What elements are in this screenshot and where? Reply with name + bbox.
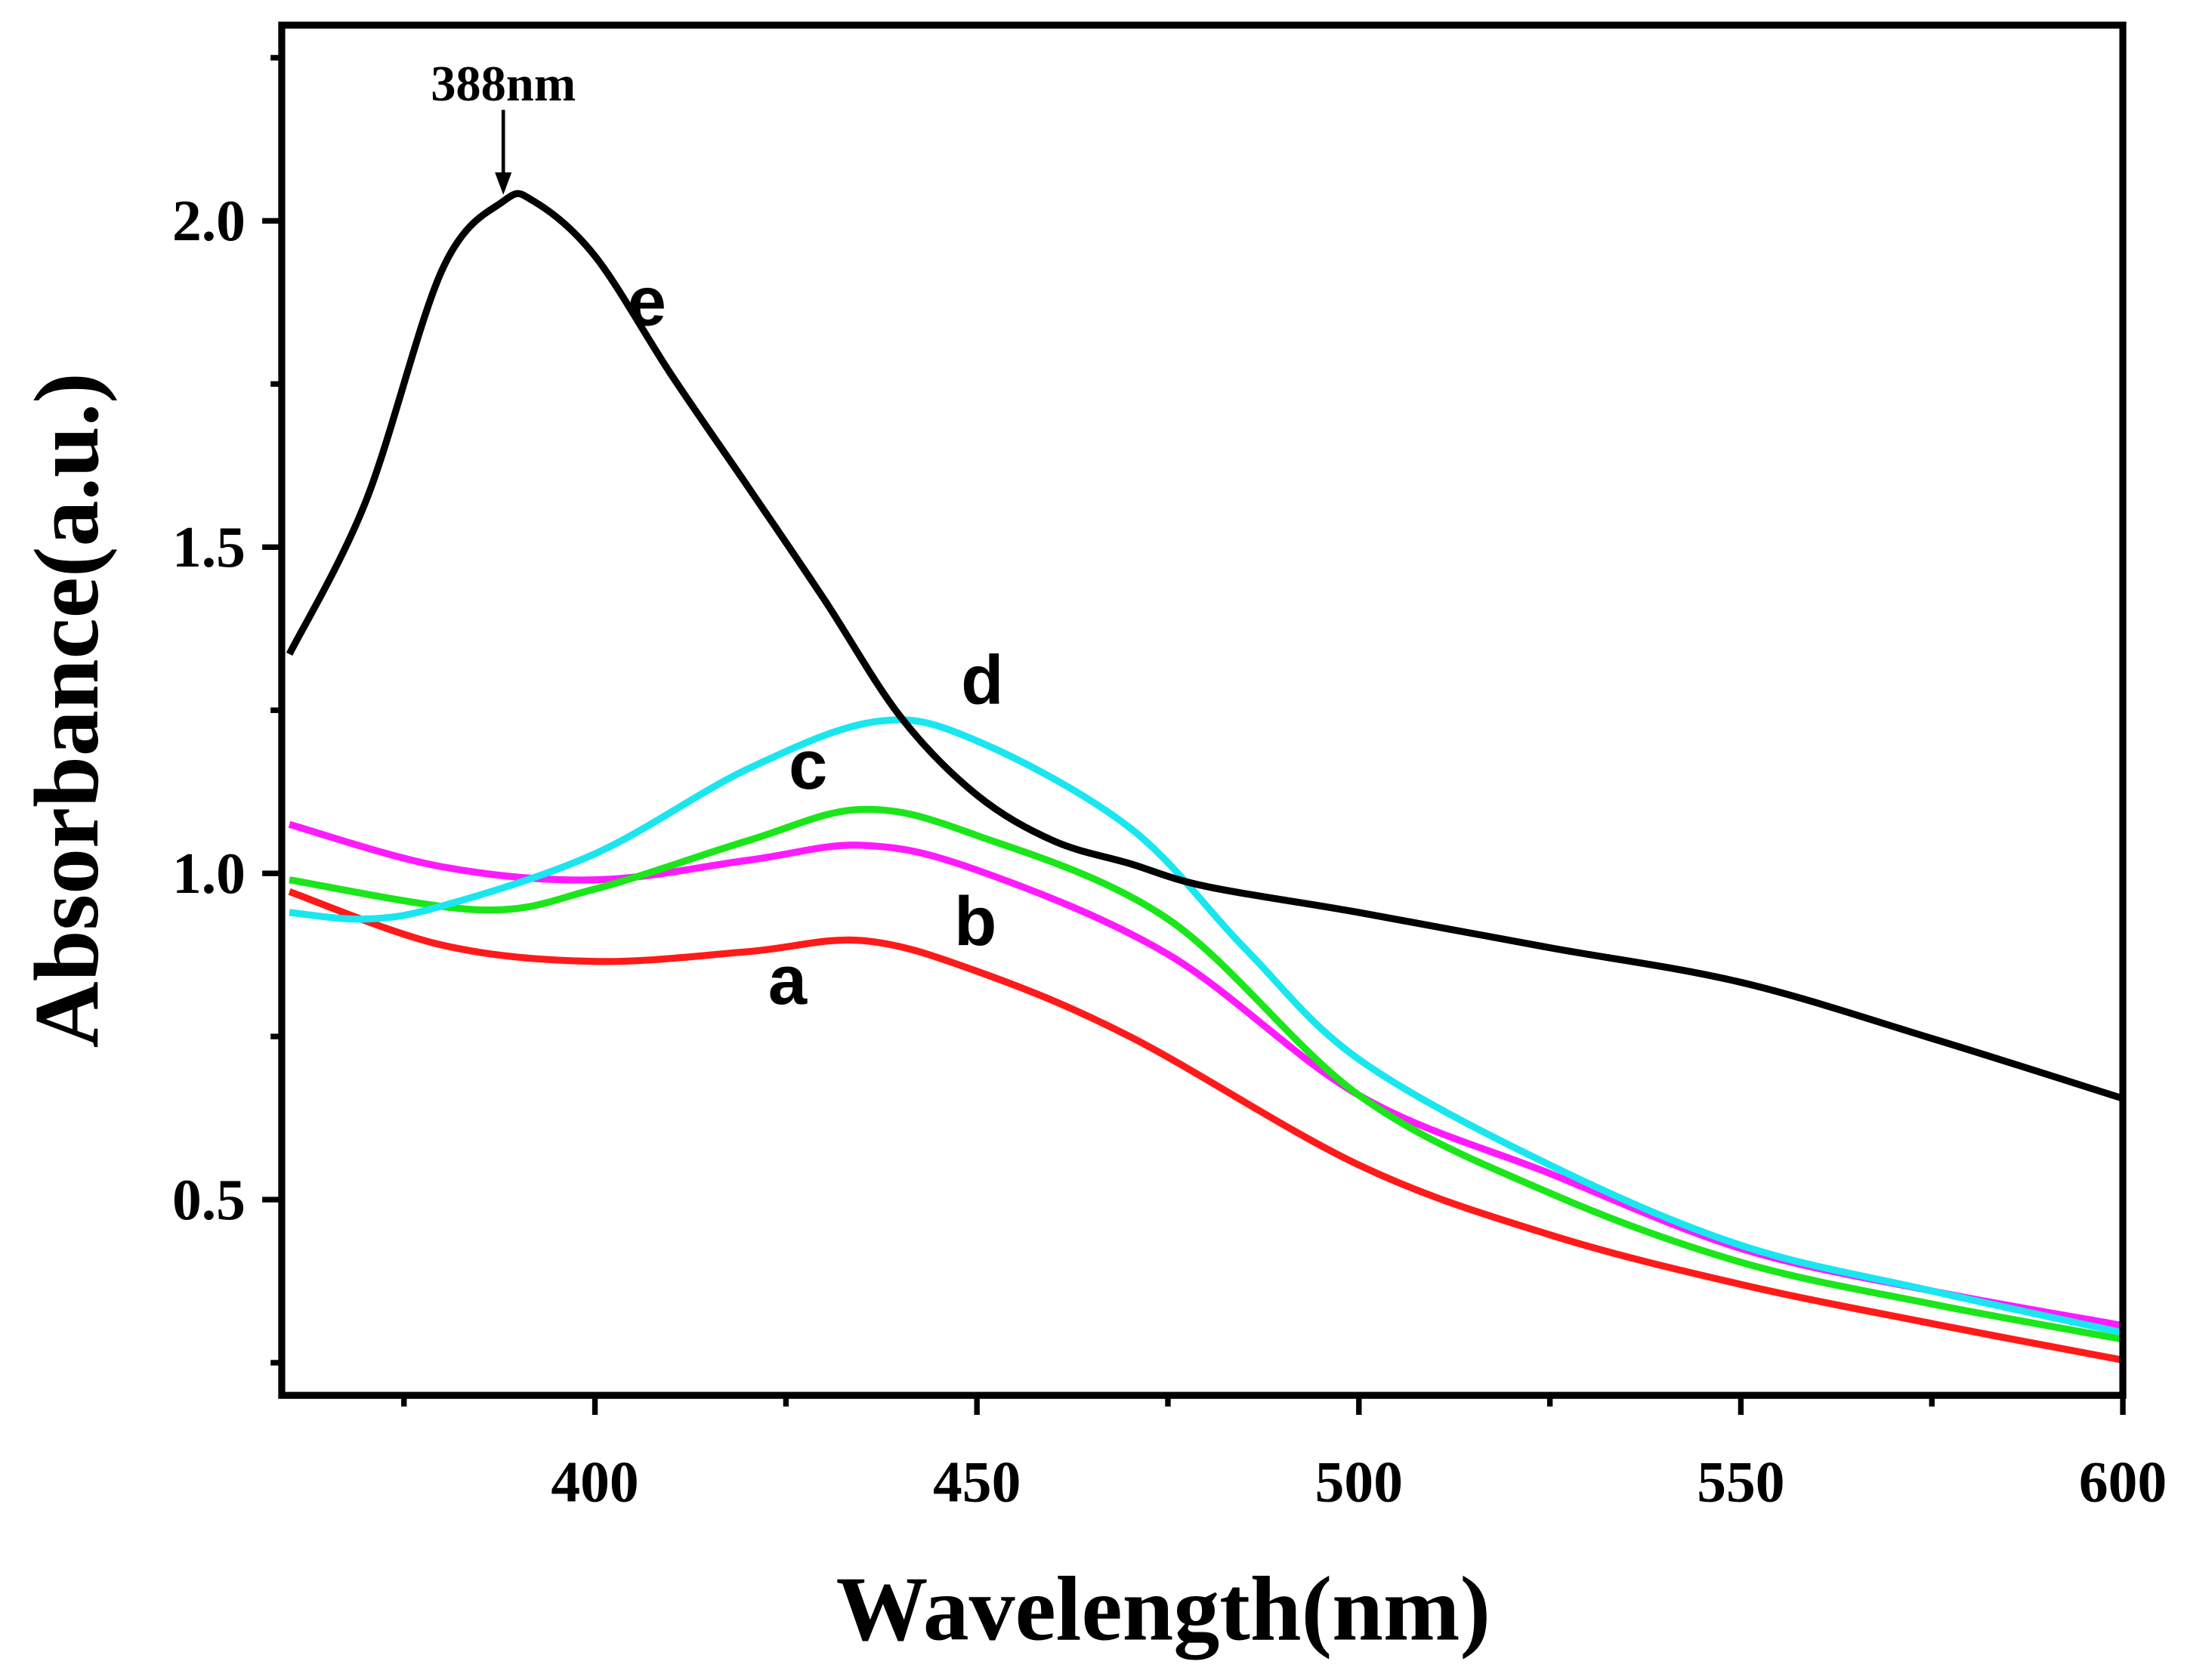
curve-labels: a b c d e 388nm <box>431 57 1003 1019</box>
y-tick-label: 1.5 <box>172 514 246 579</box>
x-tick-label: 600 <box>2079 1450 2167 1515</box>
series-line-d <box>289 716 2124 1336</box>
arrow-head-icon <box>495 172 512 195</box>
series-line-e <box>286 190 2124 1102</box>
curve-label-c: c <box>789 725 827 804</box>
peak-annotation: 388nm <box>431 57 576 112</box>
y-tick-label: 1.0 <box>172 841 246 906</box>
x-axis-title: Wavelength(nm) <box>836 1558 1490 1660</box>
curve-label-d: d <box>961 641 1003 719</box>
y-tick-label: 0.5 <box>172 1167 246 1232</box>
y-axis-title: Absorbance(a.u.) <box>16 372 118 1048</box>
series-line-c <box>289 805 2124 1343</box>
x-tick-label: 450 <box>933 1450 1021 1515</box>
curve-label-b: b <box>954 882 996 960</box>
ticks-group: 400 450 500 550 600 0.5 1.0 1.5 2.0 <box>172 54 2167 1515</box>
series-line-a <box>288 888 2124 1364</box>
x-tick-label: 400 <box>551 1450 638 1515</box>
plot-frame <box>278 21 2127 1399</box>
y-tick-label: 2.0 <box>172 188 246 253</box>
curve-label-e: e <box>628 262 666 341</box>
x-tick-label: 550 <box>1697 1450 1784 1515</box>
x-tick-label: 500 <box>1315 1450 1403 1515</box>
curve-label-a: a <box>768 940 808 1019</box>
series-group <box>286 190 2124 1364</box>
